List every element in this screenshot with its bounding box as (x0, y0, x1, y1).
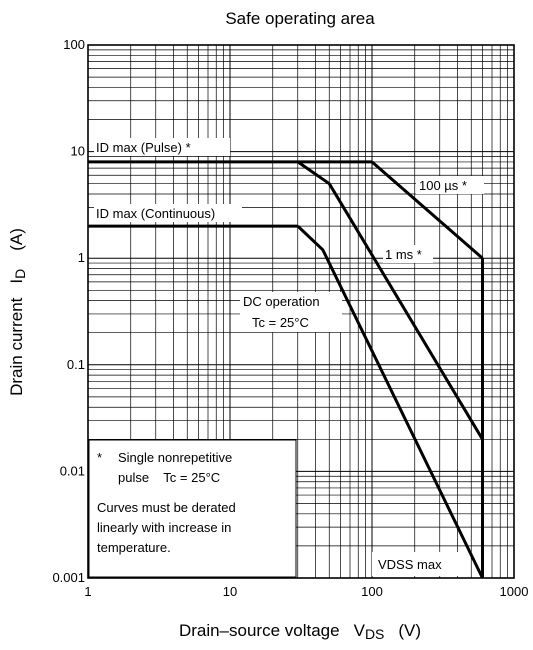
series-group (88, 160, 484, 579)
y-tick-label: 10 (71, 144, 85, 159)
label-100us: 100 µs * (419, 178, 467, 193)
series-line (296, 160, 484, 441)
label-1ms: 1 ms * (385, 247, 422, 262)
note-line-1: Single nonrepetitive (118, 450, 232, 465)
note-line-3: Curves must be derated (97, 500, 236, 515)
x-tick-label: 1000 (500, 584, 529, 599)
y-tick-label: 0.001 (52, 570, 85, 585)
y-tick-label: 0.1 (67, 357, 85, 372)
y-tick-label: 0.01 (60, 463, 85, 478)
label-bg-1ms (383, 245, 433, 263)
note-star: * (97, 450, 102, 465)
x-tick-label: 100 (361, 584, 383, 599)
label-id-pulse: ID max (Pulse) * (96, 140, 191, 155)
note-line-2: pulse Tc = 25°C (118, 470, 220, 485)
vdss-label-box (372, 552, 460, 576)
label-bg-100us (416, 176, 484, 194)
note-line-4: linearly with increase in (97, 520, 231, 535)
y-tick-label: 100 (63, 37, 85, 52)
x-axis-label: Drain–source voltage VDS (V) (179, 621, 421, 642)
label-dc-operation: DC operation (243, 294, 320, 309)
note-box (88, 439, 297, 578)
tick-labels: 1 10 100 1000 100 10 1 0.1 0.01 0.001 (52, 37, 528, 599)
y-tick-label: 1 (78, 250, 85, 265)
label-id-continuous: ID max (Continuous) (96, 206, 215, 221)
y-axis-label: Drain currentID(A) (7, 228, 28, 396)
x-tick-label: 10 (223, 584, 237, 599)
x-tick-label: 1 (84, 584, 91, 599)
chart-title: Safe operating area (225, 9, 375, 28)
label-vdss-max: VDSS max (378, 557, 442, 572)
series-line (296, 225, 484, 579)
note-line-5: temperature. (97, 540, 171, 555)
series-line (371, 160, 484, 260)
plot-frame (87, 44, 515, 579)
label-bg-dc (240, 292, 342, 332)
label-bg-id-pulse (94, 138, 230, 156)
label-bg-id-continuous (94, 204, 242, 222)
label-dc-tc: Tc = 25°C (252, 315, 309, 330)
